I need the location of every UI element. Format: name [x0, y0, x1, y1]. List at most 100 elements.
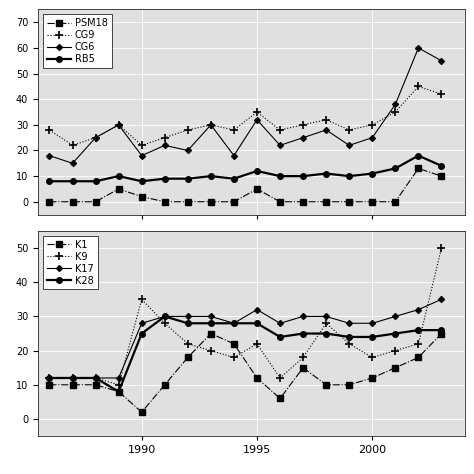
CG9 [323, 117, 329, 123]
K28 [277, 334, 283, 340]
K28 [93, 375, 99, 381]
PSM18 [254, 186, 260, 192]
K28 [162, 314, 168, 319]
K1 [185, 355, 191, 360]
K1 [208, 331, 214, 337]
K28 [139, 331, 145, 337]
K17 [346, 320, 352, 326]
K17 [254, 307, 260, 312]
K17 [208, 314, 214, 319]
K28 [346, 334, 352, 340]
K1 [254, 375, 260, 381]
K9 [369, 355, 375, 360]
CG6 [392, 101, 398, 107]
CG9 [116, 122, 121, 128]
K28 [416, 327, 421, 333]
CG6 [46, 153, 52, 158]
CG6 [139, 153, 145, 158]
K9 [70, 375, 75, 381]
CG6 [346, 143, 352, 148]
K9 [300, 355, 306, 360]
K28 [185, 320, 191, 326]
Line: PSM18: PSM18 [46, 165, 444, 205]
Line: CG6: CG6 [47, 46, 444, 165]
Line: K1: K1 [46, 331, 444, 415]
K9 [208, 348, 214, 354]
CG9 [46, 127, 52, 133]
RB5 [46, 178, 52, 184]
Line: K9: K9 [46, 244, 446, 389]
CG6 [277, 143, 283, 148]
K1 [93, 382, 99, 388]
RB5 [416, 153, 421, 158]
CG6 [208, 122, 214, 128]
Line: K17: K17 [47, 297, 444, 380]
CG6 [438, 58, 444, 64]
K1 [162, 382, 168, 388]
CG9 [139, 143, 145, 148]
K28 [369, 334, 375, 340]
RB5 [139, 178, 145, 184]
CG6 [162, 143, 168, 148]
K28 [116, 389, 121, 394]
CG9 [208, 122, 214, 128]
K9 [162, 320, 168, 326]
RB5 [231, 176, 237, 182]
PSM18 [116, 186, 121, 192]
CG9 [438, 91, 444, 97]
K17 [369, 320, 375, 326]
K1 [438, 331, 444, 337]
K28 [392, 331, 398, 337]
K17 [277, 320, 283, 326]
PSM18 [277, 199, 283, 205]
K1 [416, 355, 421, 360]
CG9 [277, 127, 283, 133]
K1 [277, 396, 283, 401]
K28 [438, 327, 444, 333]
Legend: K1, K9, K17, K28: K1, K9, K17, K28 [43, 236, 98, 290]
K9 [185, 341, 191, 346]
K17 [139, 320, 145, 326]
CG9 [300, 122, 306, 128]
K17 [416, 307, 421, 312]
CG9 [392, 109, 398, 115]
Line: K28: K28 [46, 314, 444, 394]
K17 [70, 375, 75, 381]
K1 [392, 365, 398, 371]
K9 [93, 375, 99, 381]
PSM18 [139, 194, 145, 200]
K17 [438, 297, 444, 302]
K9 [438, 245, 444, 251]
PSM18 [208, 199, 214, 205]
K17 [323, 314, 329, 319]
RB5 [300, 173, 306, 179]
PSM18 [346, 199, 352, 205]
K1 [346, 382, 352, 388]
CG9 [254, 109, 260, 115]
CG6 [93, 135, 99, 140]
K1 [300, 365, 306, 371]
RB5 [185, 176, 191, 182]
K28 [323, 331, 329, 337]
CG9 [185, 127, 191, 133]
RB5 [323, 171, 329, 176]
K1 [70, 382, 75, 388]
CG6 [323, 127, 329, 133]
K9 [139, 297, 145, 302]
K1 [139, 410, 145, 415]
CG9 [369, 122, 375, 128]
PSM18 [185, 199, 191, 205]
K9 [323, 320, 329, 326]
CG9 [70, 143, 75, 148]
K9 [231, 355, 237, 360]
K9 [392, 348, 398, 354]
Line: CG9: CG9 [46, 82, 446, 149]
CG6 [116, 122, 121, 128]
PSM18 [231, 199, 237, 205]
PSM18 [46, 199, 52, 205]
K28 [254, 320, 260, 326]
K9 [46, 375, 52, 381]
K28 [70, 375, 75, 381]
RB5 [116, 173, 121, 179]
K1 [46, 382, 52, 388]
